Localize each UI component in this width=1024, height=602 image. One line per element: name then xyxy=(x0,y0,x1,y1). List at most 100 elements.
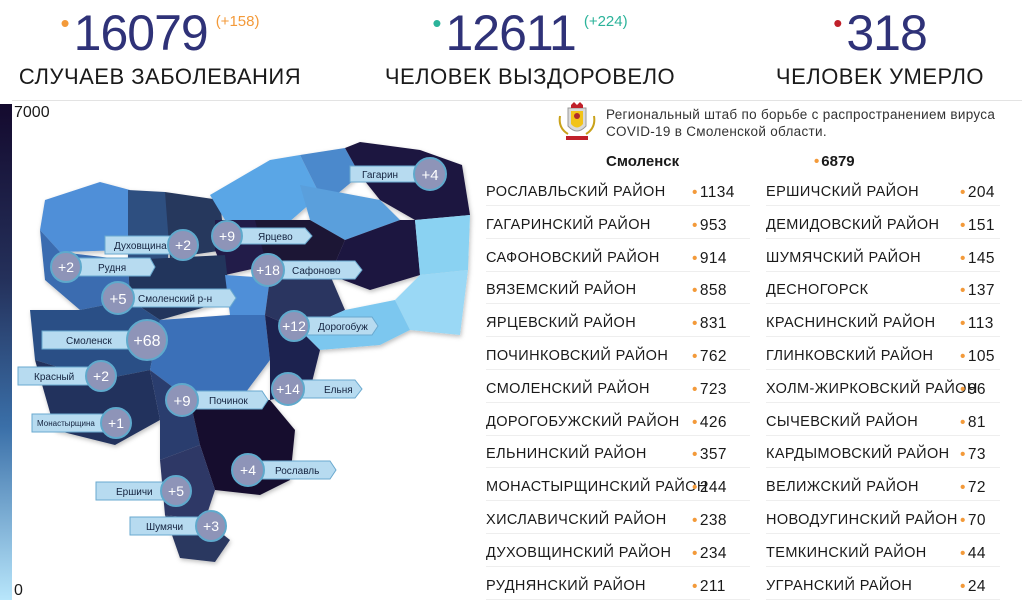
district-row: Темкинский район 44 xyxy=(766,541,1000,567)
district-row: Починковский район 762 xyxy=(486,344,750,370)
map-label-pochinok-name: Починок xyxy=(209,396,248,407)
row-divider xyxy=(766,270,1000,272)
district-row: Вяземский район 858 xyxy=(486,278,750,305)
map-label-rudnya-delta: +2 xyxy=(58,259,74,275)
map-label-yartsevo: Ярцево +9 xyxy=(211,220,313,252)
district-row: Гагаринский район 953 xyxy=(486,213,750,239)
district-row: Сычевский район 81 xyxy=(766,410,1000,436)
map-label-krasny: Красный +2 xyxy=(17,360,117,392)
district-name: Глинковский район xyxy=(766,348,934,364)
header-divider xyxy=(12,100,1022,101)
map-label-ershichi-name: Ершичи xyxy=(116,487,153,498)
deaths-caption: Человек умерло xyxy=(775,64,985,89)
district-value: 44 xyxy=(960,545,986,563)
recovered-stat: •12611 (+224) Человек выздоровело xyxy=(370,8,690,90)
map-label-dorogobuzh-name: Дорогобуж xyxy=(318,321,368,333)
district-name: Темкинский район xyxy=(766,544,927,561)
map-label-safonovo: Сафоново +18 xyxy=(251,253,363,287)
recovered-caption: Человек выздоровело xyxy=(384,64,676,89)
map-label-gagarin: Гагарин +4 xyxy=(349,157,447,191)
district-name: Рославльский район xyxy=(486,184,666,200)
district-row: Ершичский район 204 xyxy=(766,180,1000,206)
map-label-rudnya-name: Рудня xyxy=(98,263,126,274)
map-label-krasny-name: Красный xyxy=(34,372,74,383)
district-value: 426 xyxy=(692,414,727,432)
district-row: Духовщинский район 234 xyxy=(486,541,750,567)
region-temkino xyxy=(415,215,470,275)
district-value: 151 xyxy=(960,217,995,235)
deaths-dot: • xyxy=(833,8,843,38)
district-name: Велижский район xyxy=(766,479,919,496)
row-divider xyxy=(486,369,750,370)
row-divider xyxy=(486,237,750,239)
district-row: Руднянский район 211 xyxy=(486,574,750,600)
district-row: Сафоновский район 914 xyxy=(486,246,750,272)
district-name: Сычевский район xyxy=(766,413,919,430)
district-value: 70 xyxy=(960,512,986,530)
district-row: Десногорск 137 xyxy=(766,278,1000,305)
map-label-yartsevo-name: Ярцево xyxy=(258,232,293,243)
map-label-ershichi: Ершичи +5 xyxy=(95,475,192,507)
region-sychevka xyxy=(300,148,360,200)
row-divider xyxy=(486,336,750,338)
district-value: 96 xyxy=(960,381,986,399)
row-divider xyxy=(766,598,1000,600)
row-divider xyxy=(766,565,1000,567)
row-divider xyxy=(486,598,750,600)
district-value: 211 xyxy=(692,578,726,596)
district-row: Хиславичский район 238 xyxy=(486,508,750,534)
map-label-krasny-delta: +2 xyxy=(93,368,109,384)
map-label-dorogobuzh: Дорогобуж +12 xyxy=(278,310,379,342)
map-label-shumyachi-delta: +3 xyxy=(203,518,219,534)
row-divider xyxy=(766,237,1000,239)
map-label-dorogobuzh-delta: +12 xyxy=(282,318,306,334)
map-label-safonovo-name: Сафоново xyxy=(292,265,341,277)
district-value: 914 xyxy=(692,250,727,268)
region-demidov xyxy=(40,182,130,252)
row-divider xyxy=(486,434,750,436)
district-row: Угранский район 24 xyxy=(766,574,1000,600)
district-name: Гагаринский район xyxy=(486,216,651,233)
row-divider xyxy=(766,500,1000,502)
row-divider xyxy=(486,401,750,403)
row-divider xyxy=(766,205,1000,206)
region-ugra xyxy=(395,270,468,335)
row-divider xyxy=(766,369,1000,370)
district-name: Починковский район xyxy=(486,348,669,364)
cases-delta: (+158) xyxy=(215,13,260,30)
district-row: Глинковский район 105 xyxy=(766,344,1000,370)
district-value: 234 xyxy=(692,545,727,563)
map-label-pochinok-delta: +9 xyxy=(173,393,190,410)
recovered-count: 12611 xyxy=(445,5,577,61)
map-label-smolensk-delta: +68 xyxy=(133,333,160,350)
map-label-yelnya-delta: +14 xyxy=(276,381,300,397)
district-value: 244 xyxy=(692,479,727,497)
district-value: 137 xyxy=(960,282,995,300)
map-label-dukhovshchina: Духовщина +2 xyxy=(104,229,199,261)
district-value: 953 xyxy=(692,217,727,235)
district-name: Дорогобужский район xyxy=(486,413,680,430)
cases-caption: Случаев заболевания xyxy=(18,64,302,89)
district-value: 723 xyxy=(692,381,727,399)
region-pochinok xyxy=(150,315,270,400)
district-name: Демидовский район xyxy=(766,216,940,233)
district-name: Угранский район xyxy=(766,577,913,594)
row-divider xyxy=(766,434,1000,436)
district-name: Холм-Жирковский район xyxy=(766,380,978,397)
district-name: Монастырщинский район xyxy=(486,479,708,496)
coat-of-arms-icon xyxy=(558,102,596,140)
district-row: Новодугинский район70 xyxy=(766,508,1000,534)
district-name: Новодугинский район xyxy=(766,512,958,528)
region-kardymovo xyxy=(225,275,270,315)
district-row: Велижский район 72 xyxy=(766,475,1000,502)
map-label-yelnya: Ельня +14 xyxy=(271,372,363,406)
district-row: Ярцевский район 831 xyxy=(486,311,750,338)
district-name: Сафоновский район xyxy=(486,249,660,266)
row-divider xyxy=(766,336,1000,338)
row-divider xyxy=(486,467,750,469)
district-value: 831 xyxy=(692,315,727,333)
district-row: Рославльский район 1134 xyxy=(486,180,750,206)
district-name: Смоленский район xyxy=(486,380,650,397)
district-name: Ельнинский район xyxy=(486,446,647,463)
map-label-smolensk: Смоленск +68 xyxy=(41,319,168,361)
